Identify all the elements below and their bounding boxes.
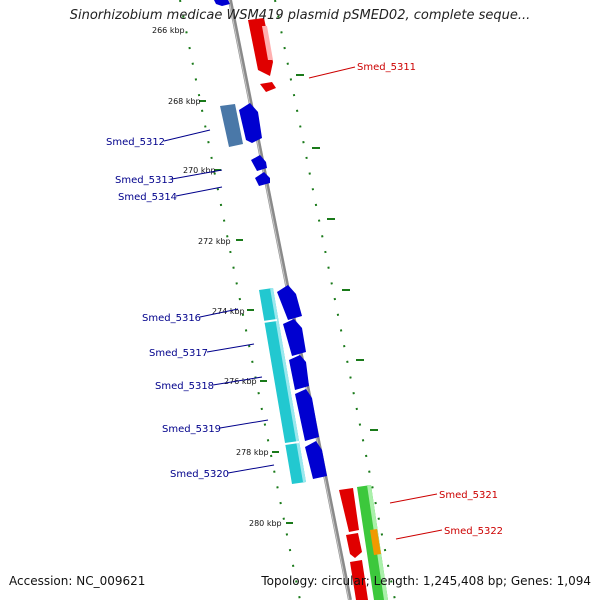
tick-label-276: 276 kbp [224,377,257,386]
gene-label-smed-5319[interactable]: Smed_5319 [162,424,221,435]
gene-label-smed-5311[interactable]: Smed_5311 [357,62,416,73]
gene-label-smed-5314[interactable]: Smed_5314 [118,192,177,203]
tick-label-278: 278 kbp [236,448,269,457]
gene-arrow-forward[interactable] [251,155,267,171]
steel-feature[interactable] [220,104,243,147]
tick-label-270: 270 kbp [183,166,216,175]
leader-line [171,169,223,180]
gene-arrow-forward[interactable] [305,441,327,479]
tick-label-272: 272 kbp [198,237,231,246]
gene-label-smed-5312[interactable]: Smed_5312 [106,137,165,148]
leader-line [308,66,356,79]
cyan-feature-divider [284,441,300,445]
leader-line [389,493,438,504]
left-dotted-track [179,0,301,600]
tick-label-280: 280 kbp [249,519,282,528]
genome-summary-text: Topology: circular; Length: 1,245,408 bp… [261,574,591,588]
orange-feature[interactable] [370,529,381,555]
leader-line [395,529,443,540]
gene-arrow-reverse-highlight [262,26,273,60]
gene-label-smed-5322[interactable]: Smed_5322 [444,526,503,537]
leader-line [175,186,223,197]
gene-arrow-forward[interactable] [289,355,309,390]
gene-arrow-reverse[interactable] [346,533,362,558]
gene-arrow-forward[interactable] [239,103,262,143]
gene-arrow-reverse[interactable] [260,82,276,92]
accession-text: Accession: NC_009621 [9,574,146,588]
cyan-feature-highlight [270,288,306,482]
leader-line [199,308,239,318]
gene-label-smed-5318[interactable]: Smed_5318 [155,381,214,392]
gene-arrow-reverse[interactable] [339,488,359,532]
tick-label-266: 266 kbp [152,26,185,35]
gene-label-smed-5320[interactable]: Smed_5320 [170,469,229,480]
leader-line [227,464,275,474]
gene-arrow-forward[interactable] [277,285,302,320]
gene-label-smed-5317[interactable]: Smed_5317 [149,348,208,359]
gene-label-smed-5316[interactable]: Smed_5316 [142,313,201,324]
map-title: Sinorhizobium medicae WSM419 plasmid pSM… [69,8,531,23]
cyan-feature[interactable] [259,288,306,484]
leader-line [206,343,255,353]
gene-arrow-forward[interactable] [255,172,270,186]
tick-label-268: 268 kbp [168,97,201,106]
gene-label-smed-5313[interactable]: Smed_5313 [115,175,174,186]
cyan-feature-divider [262,319,278,323]
gene-arrow-forward[interactable] [295,389,319,441]
gene-arrow-reverse[interactable] [350,560,368,600]
leader-line [219,419,269,429]
gene-label-smed-5321[interactable]: Smed_5321 [439,490,498,501]
gene-arrow-forward[interactable] [214,0,230,6]
leader-line [212,376,263,386]
leader-line [163,129,211,142]
right-dotted-track [274,0,396,600]
gene-arrow-forward[interactable] [283,319,306,356]
